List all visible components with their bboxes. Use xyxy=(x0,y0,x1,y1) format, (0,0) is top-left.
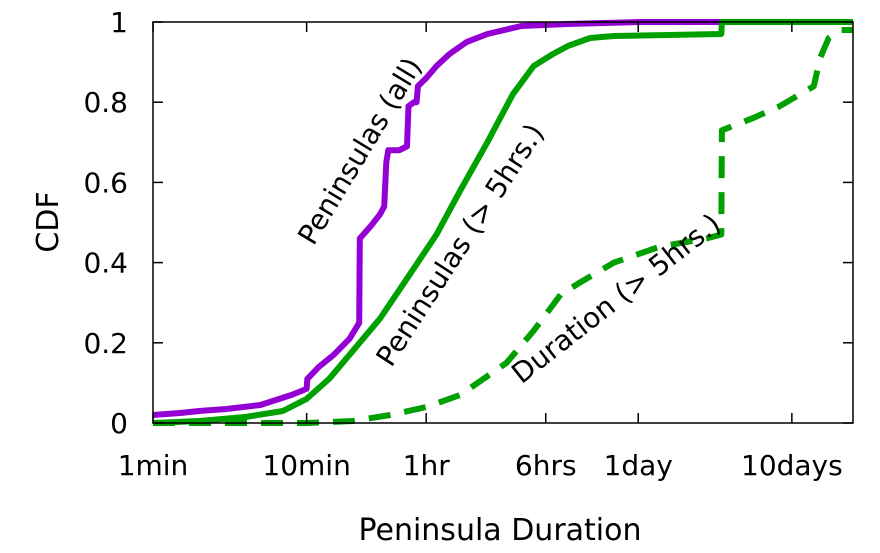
labels-layer: 0 0.2 0.4 0.6 0.8 1 1min 10min 1hr 6hrs 1day 10days xyxy=(83,6,842,482)
series-label-peninsulas-all: Peninsulas (all) xyxy=(291,52,428,250)
series-line-1 xyxy=(152,19,853,418)
y-tick-label: 0.6 xyxy=(83,166,128,199)
x-axis-title: Peninsula Duration xyxy=(358,513,641,548)
y-tick-label: 0.2 xyxy=(83,327,128,360)
y-axis-title: CDF xyxy=(31,191,66,252)
x-tick-label: 6hrs xyxy=(515,449,577,482)
series-layer xyxy=(152,19,853,426)
ticks-layer xyxy=(152,21,853,424)
x-tick-label: 1min xyxy=(118,449,189,482)
series-label-duration-5hrs: Duration (> 5hrs.) xyxy=(505,207,726,390)
y-tick-label: 0.8 xyxy=(83,86,128,119)
series-line-2 xyxy=(152,19,853,426)
series-line-3 xyxy=(153,27,853,426)
y-tick-label: 0 xyxy=(110,407,128,440)
x-tick-label: 1day xyxy=(604,449,673,482)
x-tick-label: 1hr xyxy=(403,449,451,482)
x-tick-label: 10min xyxy=(262,449,350,482)
x-tick-label: 10days xyxy=(741,449,843,482)
series-label-peninsulas-5hrs: Peninsulas (> 5hrs.) xyxy=(369,118,550,372)
y-tick-label: 0.4 xyxy=(83,247,128,280)
plot-frame xyxy=(152,21,854,424)
y-tick-label: 1 xyxy=(110,6,128,39)
